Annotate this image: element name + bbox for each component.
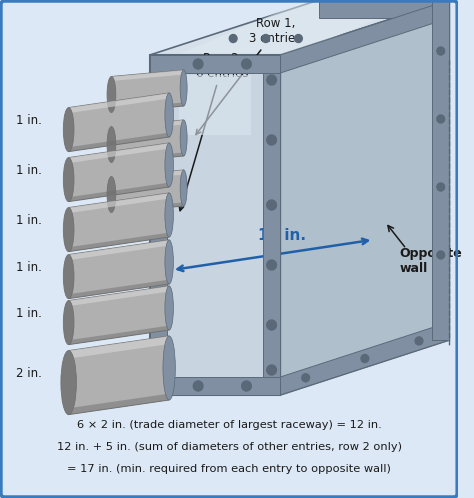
Ellipse shape	[163, 336, 175, 400]
Ellipse shape	[64, 157, 74, 202]
Circle shape	[229, 34, 237, 42]
Circle shape	[154, 195, 164, 205]
Polygon shape	[111, 202, 183, 213]
Polygon shape	[69, 336, 169, 415]
Text: 1 in.: 1 in.	[16, 260, 42, 273]
Text: 1 in.: 1 in.	[16, 114, 42, 126]
Circle shape	[267, 135, 276, 145]
Text: Row 1,
3 entries: Row 1, 3 entries	[196, 17, 301, 134]
Polygon shape	[280, 0, 449, 395]
Circle shape	[361, 355, 369, 363]
Circle shape	[267, 75, 276, 85]
Polygon shape	[150, 55, 167, 395]
Circle shape	[267, 260, 276, 270]
Polygon shape	[157, 0, 442, 63]
Polygon shape	[111, 103, 183, 113]
Circle shape	[415, 337, 423, 345]
Polygon shape	[111, 120, 183, 131]
Polygon shape	[150, 0, 449, 55]
Polygon shape	[69, 132, 169, 151]
Polygon shape	[69, 393, 169, 415]
Text: 12 in. + 5 in. (sum of diameters of other entries, row 2 only): 12 in. + 5 in. (sum of diameters of othe…	[56, 442, 401, 452]
Text: Opposite
wall: Opposite wall	[400, 247, 463, 275]
Text: 6 × 2 in. (trade diameter of largest raceway) = 12 in.: 6 × 2 in. (trade diameter of largest rac…	[77, 420, 382, 430]
Ellipse shape	[165, 240, 173, 284]
Circle shape	[154, 315, 164, 325]
Circle shape	[267, 320, 276, 330]
Polygon shape	[69, 143, 169, 163]
Polygon shape	[150, 377, 280, 395]
Circle shape	[154, 255, 164, 265]
Text: 2 in.: 2 in.	[16, 367, 42, 379]
Polygon shape	[319, 0, 449, 18]
Polygon shape	[69, 326, 169, 345]
Polygon shape	[69, 183, 169, 202]
Polygon shape	[150, 55, 280, 395]
Polygon shape	[179, 75, 251, 135]
Ellipse shape	[180, 120, 187, 156]
Circle shape	[154, 135, 164, 145]
Ellipse shape	[180, 170, 187, 206]
Polygon shape	[69, 286, 169, 345]
Ellipse shape	[61, 351, 76, 415]
Polygon shape	[432, 0, 449, 340]
Circle shape	[154, 360, 164, 370]
Polygon shape	[69, 279, 169, 299]
Text: 1 in.: 1 in.	[16, 306, 42, 320]
Ellipse shape	[165, 93, 173, 137]
Circle shape	[242, 381, 251, 391]
Text: 1 in.: 1 in.	[16, 163, 42, 176]
Ellipse shape	[64, 208, 74, 251]
Polygon shape	[69, 193, 169, 213]
Polygon shape	[69, 240, 169, 260]
Ellipse shape	[107, 77, 116, 113]
Polygon shape	[69, 286, 169, 306]
Polygon shape	[280, 0, 449, 73]
Circle shape	[437, 251, 445, 259]
Polygon shape	[111, 120, 183, 162]
Text: 1 in.: 1 in.	[16, 214, 42, 227]
Text: = 17 in. (min. required from each entry to opposite wall): = 17 in. (min. required from each entry …	[67, 464, 391, 474]
Polygon shape	[111, 170, 183, 213]
Polygon shape	[150, 55, 280, 73]
Ellipse shape	[64, 108, 74, 151]
Polygon shape	[263, 55, 280, 395]
Text: Row 2,
6 entries: Row 2, 6 entries	[179, 52, 248, 211]
Polygon shape	[111, 170, 183, 181]
Polygon shape	[111, 70, 183, 113]
Circle shape	[437, 115, 445, 123]
Circle shape	[302, 374, 310, 382]
Ellipse shape	[107, 126, 116, 162]
Polygon shape	[69, 93, 169, 113]
Circle shape	[267, 365, 276, 375]
Circle shape	[267, 200, 276, 210]
Ellipse shape	[165, 286, 173, 330]
Ellipse shape	[165, 143, 173, 187]
Polygon shape	[69, 193, 169, 251]
Circle shape	[437, 47, 445, 55]
Polygon shape	[69, 143, 169, 202]
Ellipse shape	[107, 176, 116, 213]
Ellipse shape	[180, 70, 187, 106]
Circle shape	[437, 183, 445, 191]
Polygon shape	[69, 240, 169, 299]
Polygon shape	[111, 152, 183, 162]
Circle shape	[294, 34, 302, 42]
Polygon shape	[280, 322, 449, 395]
Ellipse shape	[64, 254, 74, 299]
Polygon shape	[69, 93, 169, 151]
Polygon shape	[111, 70, 183, 81]
Circle shape	[242, 59, 251, 69]
Circle shape	[262, 34, 270, 42]
Circle shape	[193, 381, 203, 391]
Circle shape	[193, 59, 203, 69]
Text: 17 in.: 17 in.	[258, 228, 306, 243]
Ellipse shape	[165, 193, 173, 237]
Ellipse shape	[64, 301, 74, 345]
Polygon shape	[69, 336, 169, 359]
Polygon shape	[69, 233, 169, 251]
Circle shape	[154, 75, 164, 85]
